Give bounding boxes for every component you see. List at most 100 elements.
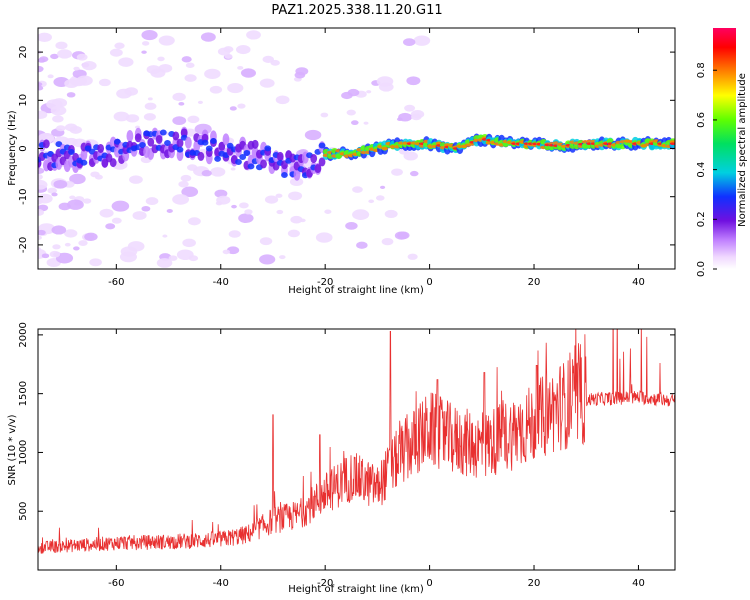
noise-blob [279, 255, 286, 260]
noise-blob [237, 65, 244, 70]
noise-blob [38, 235, 42, 240]
noise-blob [55, 41, 68, 50]
noise-blob [53, 180, 68, 189]
ridge-cell [109, 158, 117, 168]
spectrogram-xtick-label: 20 [528, 277, 541, 288]
noise-blob [231, 204, 237, 209]
noise-blob [288, 191, 303, 201]
spectrogram-xtick-label: 40 [632, 277, 645, 288]
figure-title: PAZ1.2025.338.11.20.G11 [271, 3, 442, 18]
noise-blob [384, 209, 398, 219]
noise-blob [239, 202, 249, 209]
ridge-cell [197, 151, 205, 161]
noise-blob [99, 208, 114, 218]
snr-ytick-label: 1000 [18, 440, 29, 465]
snr-ytick-label: 500 [18, 502, 29, 521]
noise-blob [141, 41, 150, 46]
ridge-cell [381, 146, 389, 151]
noise-blob [396, 117, 403, 121]
noise-blob [118, 163, 125, 168]
noise-blob [394, 231, 409, 240]
noise-blob [98, 78, 111, 87]
noise-blob [187, 164, 198, 171]
noise-blob [162, 234, 168, 238]
noise-blob [84, 232, 98, 242]
noise-blob [51, 225, 67, 235]
ridge-cell [243, 149, 251, 156]
snr-xtick-label: -20 [317, 578, 333, 589]
noise-blob [125, 114, 140, 123]
noise-blob [90, 171, 100, 178]
noise-blob [38, 57, 46, 63]
noise-blob [47, 74, 54, 79]
noise-blob [275, 193, 283, 198]
ridge-cell [176, 146, 184, 153]
spectrogram-ytick-label: 0 [18, 145, 29, 151]
snr-series-line [38, 329, 675, 554]
noise-blob [105, 223, 116, 230]
noise-blob [81, 61, 97, 71]
noise-blob [66, 92, 76, 98]
noise-blob [38, 199, 43, 205]
noise-blob [147, 97, 153, 101]
noise-blob [185, 62, 195, 68]
ridge-cell [239, 153, 247, 160]
noise-blob [158, 35, 175, 46]
ridge-cell [155, 134, 163, 144]
noise-blob [204, 68, 221, 80]
noise-blob [214, 189, 228, 198]
noise-blob [38, 179, 48, 190]
noise-blob [38, 229, 46, 236]
noise-blob [407, 253, 418, 260]
noise-blob [259, 237, 273, 246]
noise-blob [381, 237, 394, 246]
noise-blob [38, 65, 44, 73]
noise-blob [50, 105, 67, 116]
noise-blob [119, 251, 138, 263]
ridge-peak [669, 142, 675, 145]
noise-blob [187, 217, 201, 226]
ridge-cell [251, 139, 259, 149]
ridge-cell [164, 140, 171, 147]
noise-blob [57, 49, 73, 59]
colorbar-tick-label: 0.6 [696, 112, 707, 128]
noise-blob [157, 56, 165, 62]
ridge-cell [310, 154, 318, 164]
noise-blob [209, 85, 223, 94]
colorbar-tick-label: 0.2 [696, 211, 707, 227]
noise-blob [375, 195, 385, 201]
colorbar: 0.0 0.2 0.4 0.6 0.8 Normalized spectral ampl… [696, 28, 748, 277]
noise-blob [345, 221, 358, 230]
noise-blob [141, 205, 151, 212]
noise-blob [300, 218, 306, 223]
ridge-cell [159, 129, 167, 136]
ridge-cell [113, 138, 121, 145]
noise-blob [143, 113, 156, 121]
noise-blob [82, 198, 92, 204]
noise-blob [227, 82, 244, 94]
ridge-cell [201, 139, 209, 146]
snr-xtick-label: 20 [528, 578, 541, 589]
noise-blob [89, 258, 102, 267]
noise-blob [111, 200, 130, 212]
ridge-cell [222, 133, 230, 146]
spectrogram-xtick-label: -20 [317, 277, 333, 288]
ridge-cell [218, 141, 226, 151]
noise-blob [78, 240, 88, 246]
noise-blob [320, 112, 329, 118]
noise-blob [276, 209, 284, 215]
colorbar-tick-label: 0.4 [696, 162, 707, 178]
noise-blob [363, 121, 369, 125]
spectrogram-ytick-label: 20 [18, 46, 29, 59]
noise-blob [410, 113, 422, 121]
spectrogram-xlabel: Height of straight line (km) [288, 285, 424, 296]
noise-blob [259, 78, 275, 88]
noise-blob [236, 45, 251, 55]
spectrogram-xtick-label: -60 [108, 277, 124, 288]
ridge-cell [68, 149, 75, 156]
spectrogram-axes: -60 -40 -20 0 20 40 -20 -10 0 10 20 [18, 28, 675, 288]
noise-blob [38, 32, 52, 42]
ridge-cell [318, 157, 326, 167]
noise-blob [210, 167, 226, 177]
